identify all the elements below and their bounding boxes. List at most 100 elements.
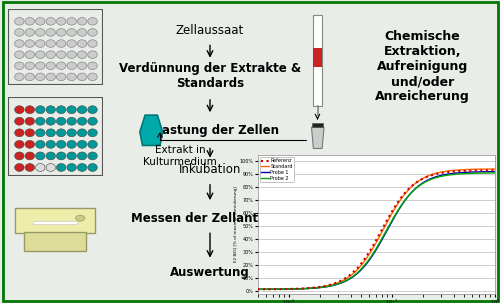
Circle shape bbox=[56, 152, 66, 160]
Circle shape bbox=[36, 129, 45, 137]
FancyBboxPatch shape bbox=[312, 123, 324, 127]
Circle shape bbox=[88, 129, 98, 137]
Circle shape bbox=[14, 117, 24, 125]
Circle shape bbox=[46, 51, 56, 58]
Probe 1 bbox=[254, 288, 260, 291]
Circle shape bbox=[46, 18, 56, 25]
Circle shape bbox=[56, 51, 66, 58]
Probe 1 bbox=[256, 288, 262, 291]
Line: Referenz: Referenz bbox=[258, 170, 495, 289]
FancyBboxPatch shape bbox=[313, 15, 322, 106]
Probe 1 bbox=[470, 170, 476, 174]
Circle shape bbox=[88, 29, 98, 36]
Circle shape bbox=[25, 62, 34, 70]
Circle shape bbox=[67, 117, 76, 125]
Text: Messen der Zellantwort: Messen der Zellantwort bbox=[131, 212, 289, 225]
Circle shape bbox=[67, 73, 76, 81]
Circle shape bbox=[56, 62, 66, 70]
FancyBboxPatch shape bbox=[24, 232, 86, 251]
Text: Chemische
Extraktion,
Aufreinigung
und/oder
Anreicherung: Chemische Extraktion, Aufreinigung und/o… bbox=[375, 30, 470, 103]
Circle shape bbox=[14, 106, 24, 114]
Circle shape bbox=[25, 40, 34, 47]
Circle shape bbox=[46, 40, 56, 47]
Referenz bbox=[492, 168, 498, 172]
Circle shape bbox=[14, 40, 24, 47]
Circle shape bbox=[88, 62, 98, 70]
Polygon shape bbox=[140, 115, 162, 145]
Referenz bbox=[254, 288, 260, 291]
Referenz bbox=[454, 169, 460, 173]
Circle shape bbox=[36, 29, 45, 36]
Circle shape bbox=[78, 117, 87, 125]
Standard bbox=[254, 288, 260, 291]
Text: Extrakt in
Kulturmedium: Extrakt in Kulturmedium bbox=[143, 145, 217, 167]
Probe 1 bbox=[395, 209, 401, 213]
Circle shape bbox=[67, 62, 76, 70]
Circle shape bbox=[36, 117, 45, 125]
Line: Probe 2: Probe 2 bbox=[258, 173, 495, 289]
Circle shape bbox=[46, 117, 56, 125]
Circle shape bbox=[88, 152, 98, 160]
Circle shape bbox=[14, 129, 24, 137]
Circle shape bbox=[78, 106, 87, 114]
Circle shape bbox=[78, 18, 87, 25]
Circle shape bbox=[25, 18, 34, 25]
Standard bbox=[400, 195, 406, 198]
Circle shape bbox=[14, 62, 24, 70]
Probe 1 bbox=[396, 208, 402, 211]
Circle shape bbox=[25, 140, 34, 148]
Circle shape bbox=[36, 73, 45, 81]
Standard bbox=[470, 168, 476, 171]
Circle shape bbox=[88, 40, 98, 47]
Circle shape bbox=[14, 29, 24, 36]
Referenz bbox=[400, 194, 406, 197]
Circle shape bbox=[78, 40, 87, 47]
Circle shape bbox=[67, 29, 76, 36]
Probe 1 bbox=[454, 171, 460, 175]
Circle shape bbox=[78, 29, 87, 36]
FancyBboxPatch shape bbox=[14, 208, 96, 233]
Circle shape bbox=[14, 51, 24, 58]
Y-axis label: E2 BEQ [% of maximal Stimulierung]: E2 BEQ [% of maximal Stimulierung] bbox=[234, 186, 238, 262]
Circle shape bbox=[56, 73, 66, 81]
Circle shape bbox=[25, 117, 34, 125]
Polygon shape bbox=[312, 127, 324, 148]
Circle shape bbox=[46, 140, 56, 148]
Standard bbox=[256, 288, 262, 291]
Text: Inkubation: Inkubation bbox=[179, 163, 241, 176]
Circle shape bbox=[56, 129, 66, 137]
Circle shape bbox=[56, 29, 66, 36]
Circle shape bbox=[67, 164, 76, 171]
Circle shape bbox=[88, 51, 98, 58]
Circle shape bbox=[25, 152, 34, 160]
Circle shape bbox=[88, 164, 98, 171]
Circle shape bbox=[36, 40, 45, 47]
Text: Verdünnung der Extrakte &
Standards: Verdünnung der Extrakte & Standards bbox=[119, 62, 301, 90]
Standard bbox=[454, 168, 460, 172]
Circle shape bbox=[46, 164, 56, 171]
Circle shape bbox=[88, 106, 98, 114]
FancyBboxPatch shape bbox=[32, 221, 78, 224]
Circle shape bbox=[78, 73, 87, 81]
Circle shape bbox=[46, 73, 56, 81]
Text: Extrakt: Extrakt bbox=[391, 173, 429, 183]
Circle shape bbox=[46, 106, 56, 114]
Circle shape bbox=[67, 140, 76, 148]
Circle shape bbox=[14, 140, 24, 148]
Probe 2 bbox=[256, 288, 262, 291]
Circle shape bbox=[25, 129, 34, 137]
Circle shape bbox=[36, 106, 45, 114]
Circle shape bbox=[88, 117, 98, 125]
Referenz bbox=[470, 169, 476, 172]
Circle shape bbox=[46, 129, 56, 137]
Line: Probe 1: Probe 1 bbox=[258, 171, 495, 289]
Circle shape bbox=[14, 73, 24, 81]
Standard bbox=[396, 200, 402, 204]
Circle shape bbox=[36, 51, 45, 58]
Circle shape bbox=[46, 62, 56, 70]
Probe 2 bbox=[400, 201, 406, 205]
Probe 1 bbox=[400, 202, 406, 205]
Probe 2 bbox=[396, 207, 402, 211]
Circle shape bbox=[88, 140, 98, 148]
Standard bbox=[492, 167, 498, 171]
